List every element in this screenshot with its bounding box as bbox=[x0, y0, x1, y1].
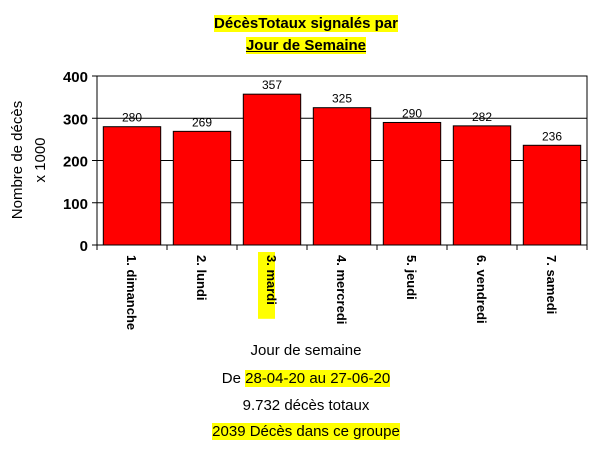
data-label: 282 bbox=[472, 110, 492, 124]
date-range: De 28-04-20 au 27-06-20 bbox=[0, 370, 612, 388]
chart-title-line1-text: DécèsTotaux signalés par bbox=[214, 15, 398, 32]
date-from: 28-04-20 bbox=[245, 370, 306, 387]
date-to: 27-06-20 bbox=[330, 370, 391, 387]
total-deaths: 9.732 décès totaux bbox=[242, 397, 370, 414]
bar bbox=[172, 130, 232, 246]
bar-chart: 0 100 200 300 400 Nombre de décès x 1000 280 1. … bbox=[9, 69, 588, 330]
y-tick-label: 300 bbox=[63, 111, 88, 128]
chart-title-line2: Jour de Semaine bbox=[0, 37, 612, 55]
data-label: 236 bbox=[542, 129, 562, 143]
date-separator: au bbox=[305, 370, 331, 387]
x-tick-label: 5. jeudi bbox=[404, 255, 419, 300]
date-range-highlight: 28-04-20 au 27-06-20 bbox=[245, 370, 391, 387]
data-label: 325 bbox=[332, 92, 352, 106]
x-tick-label: 3. mardi bbox=[264, 255, 279, 305]
y-tick-label: 400 bbox=[63, 69, 88, 86]
x-tick-label: 7. samedi bbox=[544, 255, 559, 314]
data-label: 280 bbox=[122, 111, 142, 125]
chart-title-line1: DécèsTotaux signalés par bbox=[0, 15, 612, 33]
y-tick-label: 0 bbox=[80, 238, 88, 255]
x-tick-label: 2. lundi bbox=[194, 255, 209, 301]
y-axis-title-line2: x 1000 bbox=[32, 137, 49, 182]
x-tick-label: 4. mercredi bbox=[334, 255, 349, 324]
y-tick-label: 100 bbox=[63, 196, 88, 213]
group-deaths-line: 2039 Décès dans ce groupe bbox=[0, 423, 612, 441]
x-tick-label: 1. dimanche bbox=[124, 255, 139, 330]
bar bbox=[382, 121, 442, 246]
y-tick-label: 200 bbox=[63, 154, 88, 171]
x-axis-title: Jour de semaine bbox=[250, 342, 362, 359]
data-label: 269 bbox=[192, 115, 212, 129]
x-tick-label-highlight bbox=[258, 252, 275, 319]
bar bbox=[242, 93, 302, 246]
data-label: 290 bbox=[402, 106, 422, 120]
y-axis-title-line1: Nombre de décès bbox=[9, 101, 26, 219]
chart-title-line2-text: Jour de Semaine bbox=[245, 37, 367, 54]
date-prefix: De bbox=[221, 370, 246, 387]
bar bbox=[102, 126, 162, 246]
bar bbox=[522, 144, 582, 246]
group-deaths: 2039 Décès dans ce groupe bbox=[212, 423, 400, 440]
bar bbox=[312, 107, 372, 246]
data-label: 357 bbox=[262, 78, 282, 92]
bar bbox=[452, 125, 512, 246]
x-tick-label: 6. vendredi bbox=[474, 255, 489, 324]
